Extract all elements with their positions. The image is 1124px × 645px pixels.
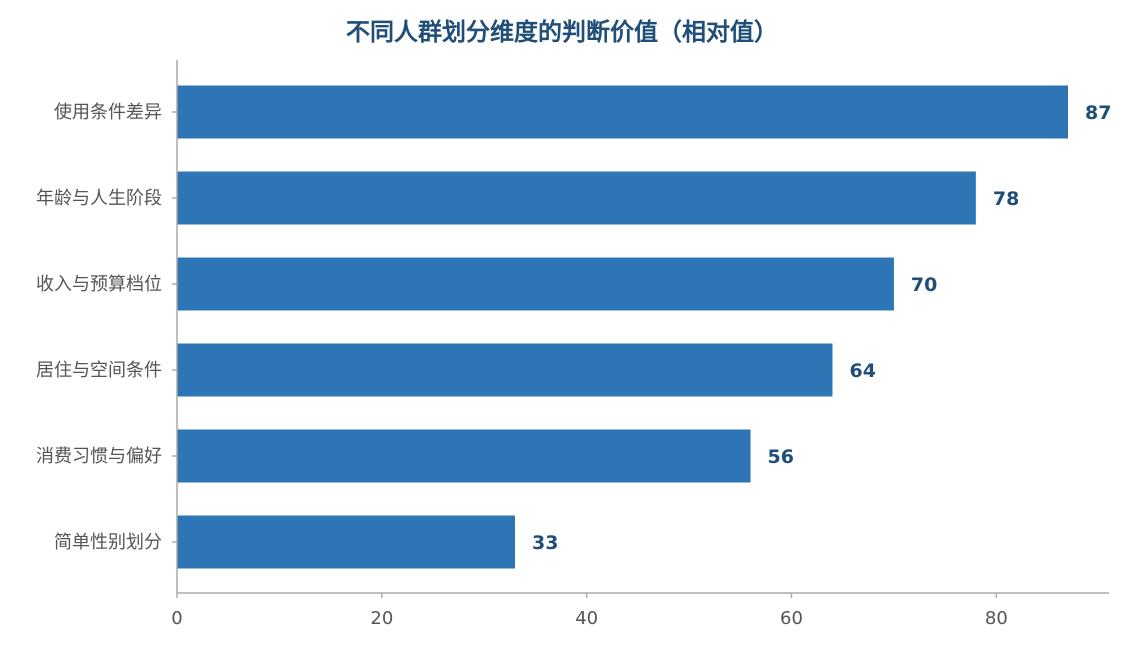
data-label: 70: [911, 274, 937, 296]
x-axis: 0 20 40 60 80: [171, 111, 1109, 629]
x-tick-label: 40: [575, 608, 598, 629]
bar-2: [177, 171, 976, 225]
x-tick-label: 80: [985, 608, 1008, 629]
category-label: 年龄与人生阶段: [36, 188, 162, 209]
x-tick-label: 60: [780, 608, 803, 629]
bar-4: [177, 343, 833, 397]
x-tick-label: 0: [171, 608, 182, 629]
data-label: 33: [532, 532, 558, 554]
chart-title: 不同人群划分维度的判断价值（相对值）: [346, 18, 778, 46]
bar-5: [177, 429, 751, 483]
bar-6: [177, 515, 515, 569]
category-label: 使用条件差异: [54, 102, 162, 123]
category-label: 居住与空间条件: [36, 360, 162, 381]
category-label: 消费习惯与偏好: [36, 446, 162, 467]
bar-1: [177, 85, 1069, 139]
data-labels-group: 87 78 70 64 56 33: [532, 102, 1112, 554]
bars-group: [177, 85, 1069, 569]
x-tick-label: 20: [370, 608, 393, 629]
category-label: 简单性别划分: [54, 532, 162, 553]
data-label: 56: [768, 446, 794, 468]
data-label: 64: [849, 360, 875, 382]
data-label: 87: [1085, 102, 1111, 124]
bar-3: [177, 257, 894, 311]
data-label: 78: [993, 188, 1019, 210]
category-label: 收入与预算档位: [36, 274, 162, 295]
